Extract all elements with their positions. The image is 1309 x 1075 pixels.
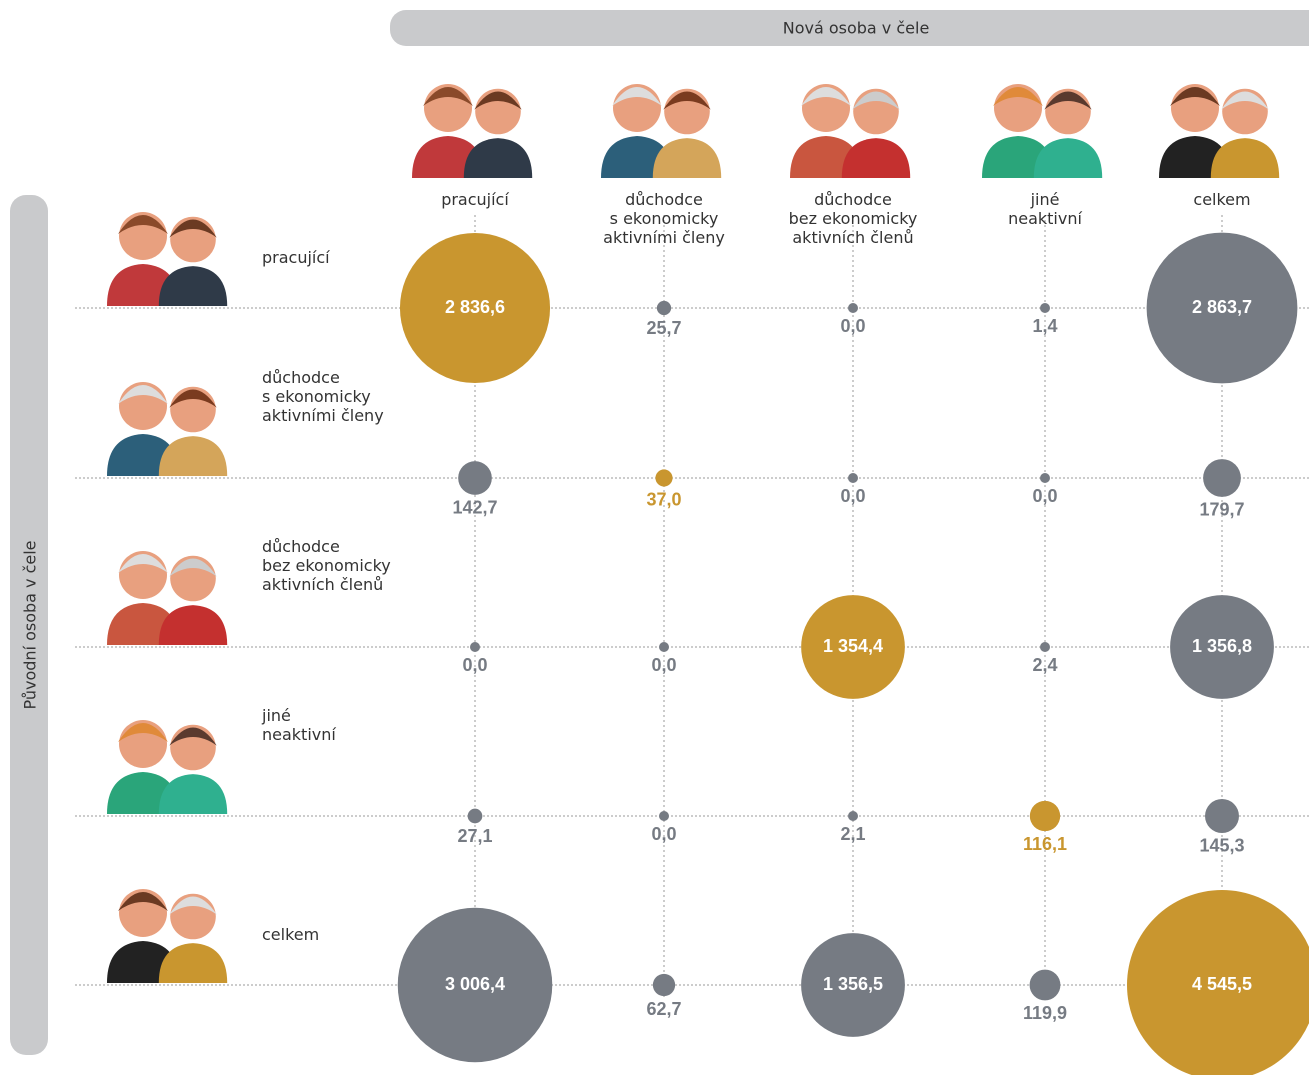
value-label: 37,0 bbox=[646, 489, 681, 509]
bubble bbox=[1030, 801, 1060, 831]
bubble bbox=[848, 303, 858, 313]
bubble bbox=[1030, 970, 1061, 1001]
value-label: 0,0 bbox=[1032, 486, 1057, 506]
value-label: 4 545,5 bbox=[1192, 974, 1252, 994]
value-label: 1,4 bbox=[1032, 316, 1057, 336]
bubble bbox=[653, 974, 675, 996]
bubble bbox=[659, 642, 669, 652]
value-label: 2 836,6 bbox=[445, 297, 505, 317]
value-label: 1 356,5 bbox=[823, 974, 883, 994]
value-label: 0,0 bbox=[462, 655, 487, 675]
value-label: 116,1 bbox=[1023, 834, 1067, 854]
column-label: důchodce bez ekonomicky aktivních členů bbox=[763, 190, 943, 247]
value-label: 2,4 bbox=[1032, 655, 1057, 675]
column-label: pracující bbox=[385, 190, 565, 209]
value-label: 179,7 bbox=[1199, 500, 1244, 520]
value-label: 2 863,7 bbox=[1192, 297, 1252, 317]
column-title: Nová osoba v čele bbox=[783, 19, 930, 38]
chart: Nová osoba v čele Původní osoba v čele 2… bbox=[0, 0, 1309, 1075]
icon-body bbox=[159, 436, 227, 476]
infographic: Nová osoba v čele Původní osoba v čele 2… bbox=[0, 0, 1309, 1075]
value-label: 119,9 bbox=[1023, 1003, 1067, 1023]
bubble bbox=[657, 301, 671, 315]
icon-body bbox=[159, 266, 227, 306]
icon-body bbox=[842, 138, 910, 178]
value-label: 145,3 bbox=[1199, 836, 1244, 856]
value-label: 27,1 bbox=[457, 826, 492, 846]
icon-body bbox=[653, 138, 721, 178]
bubble bbox=[458, 461, 492, 495]
value-label: 3 006,4 bbox=[445, 974, 505, 994]
value-label: 0,0 bbox=[840, 316, 865, 336]
bubble bbox=[470, 642, 480, 652]
column-label: jiné neaktivní bbox=[955, 190, 1135, 228]
bubble bbox=[659, 811, 669, 821]
bubble bbox=[1040, 642, 1050, 652]
value-label: 1 356,8 bbox=[1192, 636, 1252, 656]
row-label: jiné neaktivní bbox=[262, 706, 336, 744]
icon-body bbox=[1034, 138, 1102, 178]
bubble bbox=[848, 473, 858, 483]
bubble bbox=[848, 811, 858, 821]
value-label: 62,7 bbox=[646, 999, 681, 1019]
value-label: 2,1 bbox=[840, 824, 865, 844]
row-label: pracující bbox=[262, 248, 330, 267]
value-label: 25,7 bbox=[646, 318, 681, 338]
icon-body bbox=[159, 605, 227, 645]
icon-body bbox=[1211, 138, 1279, 178]
value-label: 142,7 bbox=[452, 498, 497, 518]
bubbles: 2 836,6 25,7 0,0 1,4 2 863,7 142,7 37,0 0,0 0,0 1… bbox=[398, 233, 1309, 1075]
row-label: důchodce s ekonomicky aktivními členy bbox=[262, 368, 384, 425]
column-label: důchodce s ekonomicky aktivními členy bbox=[574, 190, 754, 247]
row-label: důchodce bez ekonomicky aktivních členů bbox=[262, 537, 391, 594]
value-label: 1 354,4 bbox=[823, 636, 883, 656]
value-label: 0,0 bbox=[651, 655, 676, 675]
value-label: 0,0 bbox=[840, 486, 865, 506]
column-label: celkem bbox=[1132, 190, 1309, 209]
bubble bbox=[1203, 459, 1241, 497]
icon-body bbox=[159, 774, 227, 814]
row-title: Původní osoba v čele bbox=[21, 540, 40, 709]
bubble bbox=[1205, 799, 1239, 833]
bubble bbox=[1040, 473, 1050, 483]
icon-body bbox=[464, 138, 532, 178]
row-label: celkem bbox=[262, 925, 319, 944]
icon-body bbox=[159, 943, 227, 983]
bubble bbox=[1040, 303, 1050, 313]
value-label: 0,0 bbox=[651, 824, 676, 844]
bubble bbox=[468, 809, 483, 824]
bubble bbox=[655, 469, 672, 486]
grid bbox=[75, 215, 1309, 1000]
